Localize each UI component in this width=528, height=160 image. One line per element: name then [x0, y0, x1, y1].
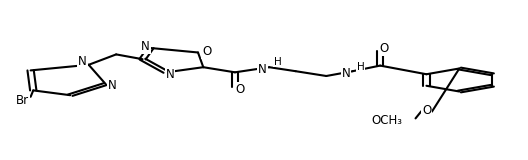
Text: H: H	[357, 62, 364, 72]
Text: OCH₃: OCH₃	[371, 114, 402, 127]
Text: O: O	[235, 83, 245, 96]
Text: N: N	[166, 68, 174, 81]
Text: N: N	[78, 55, 87, 68]
Text: N: N	[108, 79, 116, 92]
Text: N: N	[141, 40, 149, 53]
Text: O: O	[422, 104, 431, 117]
Text: O: O	[380, 42, 389, 55]
Text: N: N	[342, 67, 350, 80]
Text: H: H	[274, 57, 281, 67]
Text: Br: Br	[16, 94, 29, 107]
Text: N: N	[258, 63, 267, 76]
Text: O: O	[202, 45, 212, 58]
